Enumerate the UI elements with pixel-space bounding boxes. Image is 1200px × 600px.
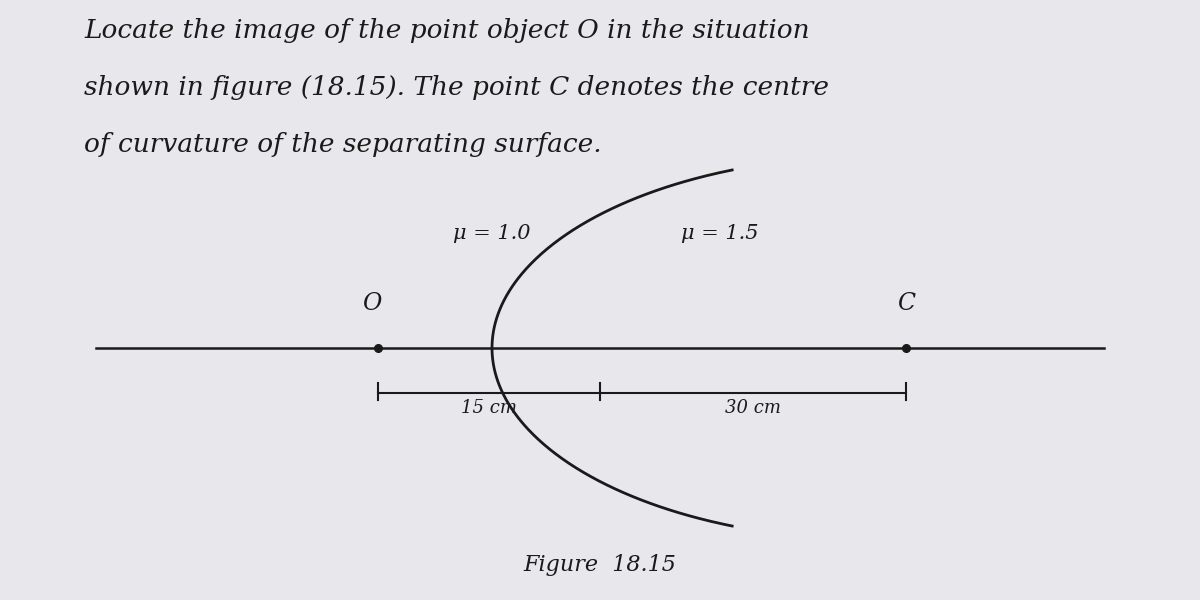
Text: 15 cm: 15 cm <box>461 399 517 417</box>
Text: 30 cm: 30 cm <box>725 399 781 417</box>
Text: C: C <box>896 292 916 315</box>
Text: shown in figure (18.15). The point C denotes the centre: shown in figure (18.15). The point C den… <box>84 75 829 100</box>
Text: O: O <box>362 292 382 315</box>
Text: Locate the image of the point object O in the situation: Locate the image of the point object O i… <box>84 18 810 43</box>
Text: of curvature of the separating surface.: of curvature of the separating surface. <box>84 132 601 157</box>
Text: μ = 1.0: μ = 1.0 <box>454 224 530 243</box>
Text: μ = 1.5: μ = 1.5 <box>682 224 758 243</box>
Text: Figure  18.15: Figure 18.15 <box>523 554 677 576</box>
